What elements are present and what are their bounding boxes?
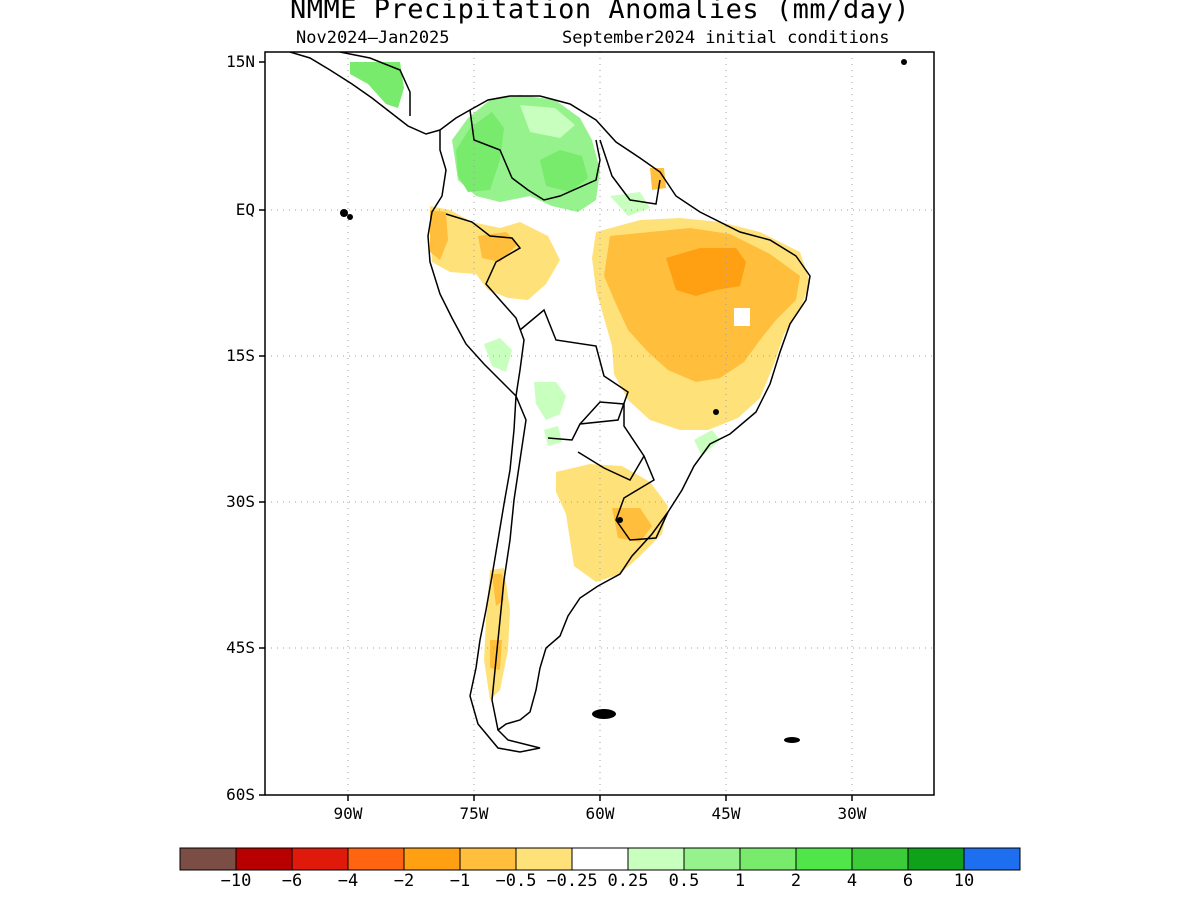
lagoon-island: [617, 517, 623, 523]
colorbar: [179, 847, 1021, 871]
colorbar-label: 6: [902, 871, 914, 891]
wet-anomaly-coast: [610, 192, 650, 216]
galapagos-island: [340, 209, 348, 217]
data-gap: [734, 308, 750, 326]
wet-anomaly-north-core: [456, 112, 504, 192]
colorbar-label: −0.5: [495, 871, 537, 891]
border-argentina: [491, 395, 527, 731]
colorbar-label: 1: [734, 871, 746, 891]
colorbar-swatch: [403, 847, 461, 871]
colorbar-swatch: [683, 847, 741, 871]
lat-label-15s: 15S: [226, 346, 255, 365]
coastlines: [289, 52, 811, 753]
wet-patch-south: [544, 426, 562, 446]
south-georgia-island: [784, 737, 800, 743]
falkland-islands: [592, 709, 616, 719]
border-peru-brazil: [445, 213, 525, 397]
coastal-island: [713, 409, 719, 415]
colorbar-swatch: [851, 847, 909, 871]
colorbar-label: −6: [281, 871, 303, 891]
colorbar-swatch: [235, 847, 293, 871]
colorbar-swatch: [459, 847, 517, 871]
lat-label-30s: 30S: [226, 492, 255, 511]
wet-patch-bolivia: [534, 382, 566, 420]
wet-anomaly-central-america: [350, 62, 404, 108]
colorbar-label: −4: [337, 871, 359, 891]
islands: [340, 59, 907, 743]
lat-label-45s: 45S: [226, 638, 255, 657]
central-america-caribbean: [339, 52, 411, 116]
colorbar-label: −0.25: [546, 871, 598, 891]
colorbar-swatch: [179, 847, 237, 871]
wet-anomaly-light: [520, 105, 575, 138]
lon-label-90w: 90W: [333, 804, 363, 823]
colorbar-swatch: [739, 847, 797, 871]
colorbar-swatch: [963, 847, 1021, 871]
caribbean-island: [901, 59, 907, 65]
lat-label-eq: EQ: [235, 200, 255, 219]
wet-patch-peru: [484, 338, 512, 372]
border-bolivia: [519, 308, 629, 441]
border-uruguay: [615, 455, 669, 541]
border-paraguay: [577, 401, 645, 481]
dry-anomaly-brazil-core: [604, 228, 800, 382]
colorbar-label: 10: [953, 871, 975, 891]
colorbar-swatch: [571, 847, 629, 871]
central-america-coastline: [289, 52, 441, 135]
colorbar-swatch: [907, 847, 965, 871]
lat-label-60s: 60S: [226, 785, 255, 804]
lon-label-45w: 45W: [711, 804, 741, 823]
colorbar-swatch: [795, 847, 853, 871]
map-title: NMME Precipitation Anomalies (mm/day): [290, 0, 910, 25]
colorbar-swatch: [627, 847, 685, 871]
dry-anomaly-uruguay: [612, 508, 652, 542]
colorbar-label: −2: [393, 871, 415, 891]
dry-anomaly-brazil-strong: [666, 248, 746, 296]
border-guianas: [599, 139, 661, 205]
lat-label-15n: 15N: [226, 52, 255, 71]
initial-conditions: September2024 initial conditions: [562, 28, 890, 48]
south-america-coastline: [427, 95, 811, 753]
colorbar-label: 0.25: [607, 871, 649, 891]
dry-anomaly-argentina: [556, 464, 668, 582]
colorbar-swatch: [347, 847, 405, 871]
lon-label-75w: 75W: [459, 804, 489, 823]
anomaly-fields: [350, 62, 810, 700]
colorbar-swatch: [291, 847, 349, 871]
dry-anomaly-guyana: [650, 168, 666, 190]
forecast-period: Nov2024–Jan2025: [296, 28, 450, 48]
colorbar-label: 2: [790, 871, 802, 891]
colorbar-label: 0.5: [668, 871, 700, 891]
wet-anomaly-core-2: [540, 150, 588, 192]
dry-anomaly-chile-core: [492, 574, 504, 606]
lon-label-60w: 60W: [585, 804, 615, 823]
colorbar-label: −1: [449, 871, 471, 891]
wet-patch-brazil-coast: [694, 430, 720, 456]
dry-anomaly-peru-core-2: [478, 232, 518, 262]
colorbar-label: −10: [220, 871, 252, 891]
dry-anomaly-peru-core: [430, 210, 448, 260]
lon-label-30w: 30W: [837, 804, 867, 823]
galapagos-island: [347, 214, 353, 220]
colorbar-label: 4: [846, 871, 858, 891]
axis-ticks: [259, 61, 853, 801]
colorbar-swatch: [515, 847, 573, 871]
border-colombia: [469, 109, 601, 201]
